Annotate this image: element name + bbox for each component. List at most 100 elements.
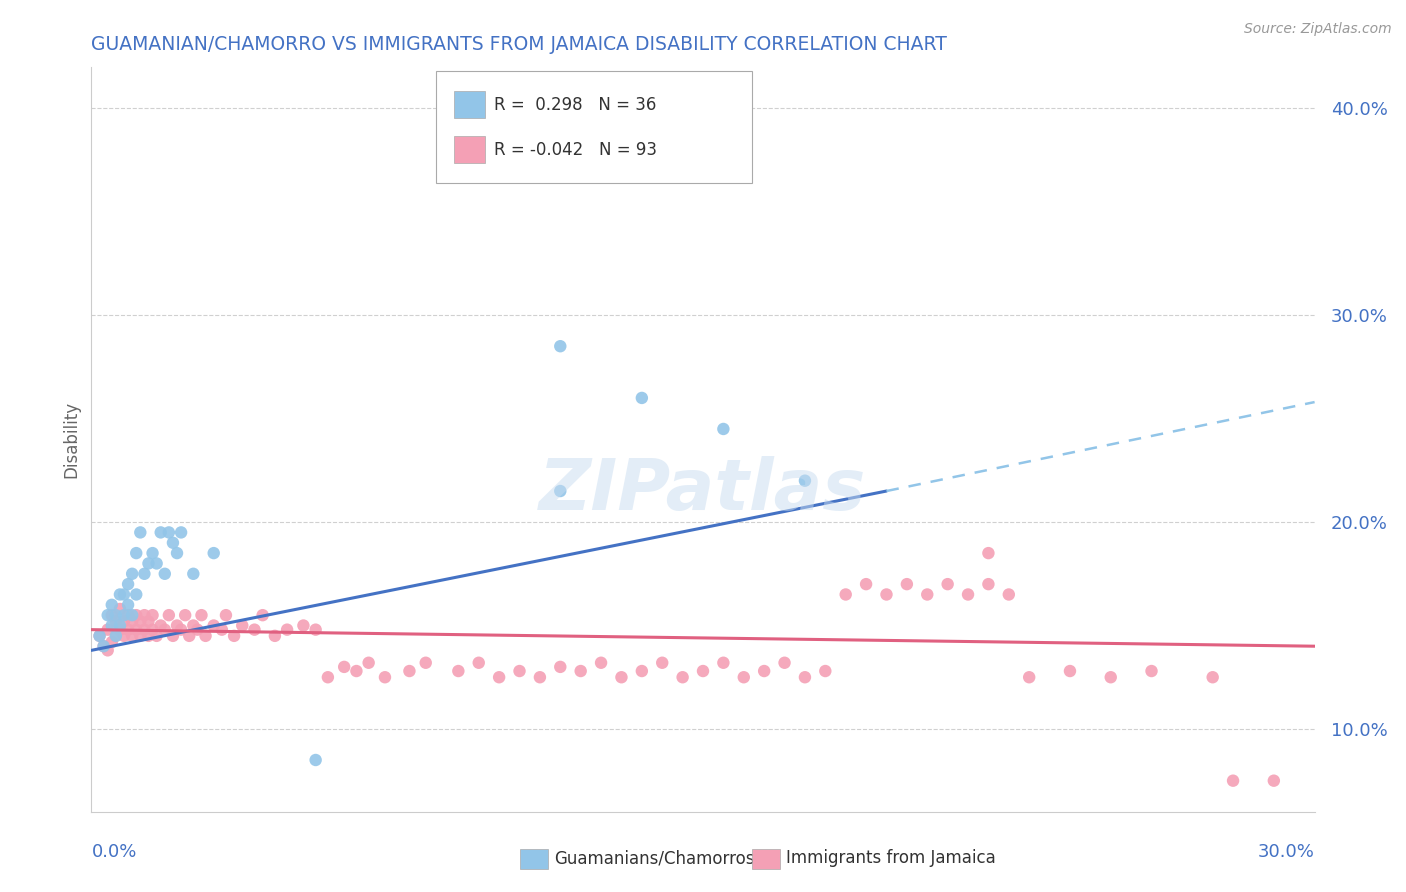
Point — [101, 608, 124, 623]
Text: Immigrants from Jamaica: Immigrants from Jamaica — [786, 849, 995, 867]
Point — [134, 566, 156, 581]
Point — [183, 618, 205, 632]
Point — [591, 656, 613, 670]
Point — [1140, 664, 1163, 678]
Point — [125, 608, 148, 623]
Point — [93, 639, 115, 653]
Point — [117, 577, 139, 591]
Point — [814, 664, 837, 678]
Point — [793, 474, 815, 488]
Point — [222, 629, 246, 643]
Point — [89, 629, 111, 643]
Point — [145, 629, 167, 643]
Point — [467, 656, 491, 670]
Point — [1099, 670, 1122, 684]
Point — [125, 546, 148, 560]
Point — [121, 608, 143, 623]
Point — [374, 670, 396, 684]
Point — [129, 525, 152, 540]
Text: Guamanians/Chamorros: Guamanians/Chamorros — [554, 849, 755, 867]
Point — [1018, 670, 1040, 684]
Point — [936, 577, 959, 591]
Point — [141, 608, 163, 623]
Point — [276, 623, 298, 637]
Text: R =  0.298   N = 36: R = 0.298 N = 36 — [494, 95, 655, 113]
Point — [773, 656, 796, 670]
Point — [215, 608, 238, 623]
Point — [977, 546, 1000, 560]
Point — [141, 623, 163, 637]
Point — [711, 422, 734, 436]
Point — [1222, 773, 1244, 788]
Point — [357, 656, 380, 670]
Point — [875, 587, 898, 601]
Point — [112, 629, 135, 643]
Point — [121, 629, 143, 643]
Point — [101, 598, 124, 612]
Point — [138, 615, 160, 629]
Point — [292, 618, 315, 632]
Point — [415, 656, 437, 670]
Text: R = -0.042   N = 93: R = -0.042 N = 93 — [494, 141, 657, 159]
Point — [202, 546, 225, 560]
Point — [754, 664, 776, 678]
Point — [252, 608, 274, 623]
Point — [138, 557, 160, 571]
Point — [398, 664, 420, 678]
Point — [162, 535, 184, 549]
Point — [104, 608, 127, 623]
Point — [112, 587, 135, 601]
Point — [977, 577, 1000, 591]
Point — [631, 391, 654, 405]
Point — [89, 629, 111, 643]
Point — [108, 602, 131, 616]
Point — [304, 753, 326, 767]
Point — [153, 623, 176, 637]
Point — [97, 643, 120, 657]
Point — [186, 623, 208, 637]
Point — [550, 660, 572, 674]
Point — [134, 623, 156, 637]
Point — [631, 664, 654, 678]
Point — [488, 670, 510, 684]
Point — [104, 629, 127, 643]
Point — [917, 587, 939, 601]
Point — [733, 670, 755, 684]
Point — [141, 546, 163, 560]
Point — [896, 577, 918, 591]
Point — [108, 623, 131, 637]
Point — [509, 664, 531, 678]
Point — [179, 629, 201, 643]
Point — [1263, 773, 1285, 788]
Point — [108, 618, 131, 632]
Point — [793, 670, 815, 684]
Point — [333, 660, 356, 674]
Point — [112, 615, 135, 629]
Point — [125, 587, 148, 601]
Point — [651, 656, 673, 670]
Point — [956, 587, 979, 601]
Point — [211, 623, 233, 637]
Text: Source: ZipAtlas.com: Source: ZipAtlas.com — [1244, 22, 1392, 37]
Point — [166, 546, 188, 560]
Point — [692, 664, 714, 678]
Point — [304, 623, 326, 637]
Point — [194, 629, 217, 643]
Point — [672, 670, 695, 684]
Point — [101, 635, 124, 649]
Point — [998, 587, 1021, 601]
Point — [550, 483, 572, 498]
Point — [243, 623, 266, 637]
Point — [93, 639, 115, 653]
Point — [101, 618, 124, 632]
Point — [149, 618, 172, 632]
Point — [104, 615, 127, 629]
Point — [174, 608, 197, 623]
Text: ZIPatlas: ZIPatlas — [540, 456, 866, 525]
Point — [117, 598, 139, 612]
Point — [97, 623, 120, 637]
Text: 30.0%: 30.0% — [1258, 843, 1315, 861]
Point — [129, 629, 152, 643]
Point — [108, 587, 131, 601]
Point — [855, 577, 877, 591]
